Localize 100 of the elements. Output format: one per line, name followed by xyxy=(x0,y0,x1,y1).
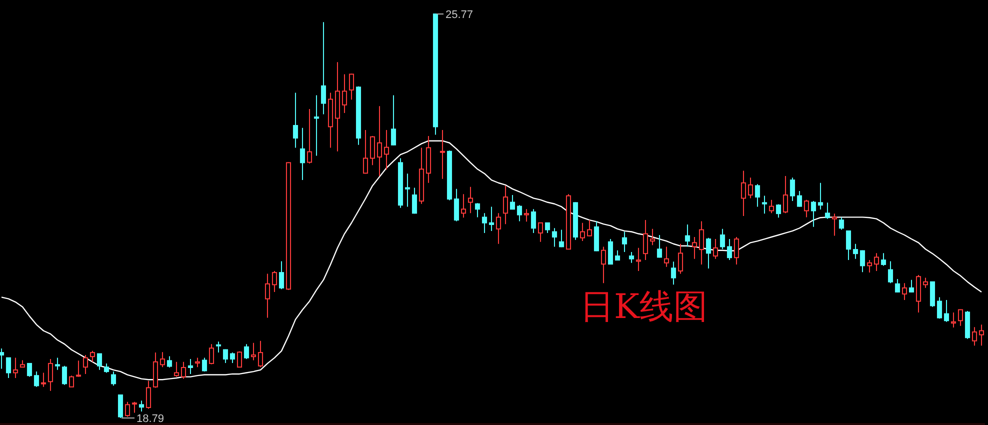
candlestick xyxy=(68,375,74,388)
candlestick xyxy=(348,73,354,100)
candlestick xyxy=(118,394,124,418)
candlestick xyxy=(54,357,60,370)
candlestick xyxy=(600,246,606,284)
candlestick xyxy=(880,252,886,266)
candlestick xyxy=(950,312,956,328)
candlestick xyxy=(782,176,788,214)
candlestick xyxy=(832,213,838,236)
candlestick xyxy=(552,228,558,248)
candlestick xyxy=(222,348,228,364)
candlestick xyxy=(866,260,872,274)
candlestick xyxy=(468,186,474,214)
annotation: 18.79 xyxy=(136,413,164,425)
candlestick xyxy=(230,352,236,364)
candlestick xyxy=(754,184,760,208)
candlestick xyxy=(860,250,866,273)
candlestick xyxy=(908,279,914,293)
candlestick xyxy=(370,136,376,166)
candlestick xyxy=(538,222,544,242)
candlestick xyxy=(76,360,82,378)
candlestick xyxy=(404,173,410,208)
candlestick xyxy=(824,202,830,220)
candlestick xyxy=(818,182,824,210)
candlestick xyxy=(48,358,54,392)
candlestick xyxy=(776,204,782,218)
candlestick xyxy=(636,247,642,272)
candlestick xyxy=(244,344,250,360)
candlestick xyxy=(530,208,536,234)
candlestick xyxy=(972,326,978,346)
candlestick xyxy=(202,357,208,372)
candlestick xyxy=(678,243,684,274)
candlestick xyxy=(922,277,928,288)
candlestick xyxy=(412,187,418,214)
candlestick xyxy=(62,365,68,386)
candlestick xyxy=(958,308,964,326)
candlestick xyxy=(852,243,858,260)
candlestick xyxy=(146,380,152,410)
candlestick xyxy=(264,273,270,318)
candlestick xyxy=(90,350,96,362)
candlestick xyxy=(614,250,620,261)
candlestick xyxy=(440,129,446,180)
candlestick xyxy=(188,358,194,374)
candlestick xyxy=(454,188,460,222)
candlestick xyxy=(944,300,950,322)
candlestick xyxy=(670,261,676,286)
candlestick xyxy=(930,280,936,308)
candlestick xyxy=(768,199,774,214)
candlestick xyxy=(96,353,102,370)
candlestick xyxy=(712,238,718,260)
candlestick xyxy=(936,296,942,320)
candlestick xyxy=(874,252,880,272)
candlestick xyxy=(762,195,768,214)
candlestick xyxy=(362,129,368,174)
candlestick xyxy=(314,94,320,156)
candlestick xyxy=(978,324,984,346)
candlestick xyxy=(888,260,894,284)
candlestick xyxy=(0,348,4,370)
candlestick xyxy=(12,357,18,379)
candlestick xyxy=(474,202,480,218)
candlestick xyxy=(838,216,844,230)
candlestick xyxy=(26,362,32,378)
label-pointer: 25.77 xyxy=(436,9,474,21)
candlestick xyxy=(6,357,12,379)
candlestick xyxy=(516,204,522,222)
candlestick xyxy=(692,236,698,260)
candlestick xyxy=(594,220,600,252)
candlestick xyxy=(166,356,172,368)
candlestick xyxy=(258,340,264,368)
candlestick xyxy=(734,236,740,265)
candlestick xyxy=(524,208,530,222)
candlestick xyxy=(656,234,662,258)
candlestick xyxy=(586,220,592,237)
candlestick xyxy=(628,251,634,264)
candlestick xyxy=(510,194,516,210)
candlestick xyxy=(846,230,852,261)
candlestick xyxy=(894,278,900,293)
candlestick xyxy=(384,129,390,170)
candlestick xyxy=(292,92,298,148)
candlestick xyxy=(376,106,382,177)
candlestick xyxy=(664,246,670,268)
candlestick xyxy=(320,22,326,115)
candlestick xyxy=(138,400,144,412)
candlestick xyxy=(698,220,704,265)
candlestick xyxy=(110,371,116,386)
candlestick xyxy=(124,401,130,418)
candlestick xyxy=(34,371,40,388)
candlestick xyxy=(104,362,110,374)
candlestick xyxy=(608,238,614,265)
candlestick xyxy=(796,190,802,208)
candlestick xyxy=(748,177,754,199)
annotation: 日K线图 xyxy=(580,287,708,327)
candlestick xyxy=(216,341,222,354)
candlestick xyxy=(40,372,46,388)
candlestick xyxy=(250,342,256,361)
candlestick xyxy=(82,354,88,374)
candlestick xyxy=(740,170,746,216)
candlestick xyxy=(342,74,348,114)
candlestick xyxy=(706,237,712,270)
candlestick xyxy=(650,228,656,246)
